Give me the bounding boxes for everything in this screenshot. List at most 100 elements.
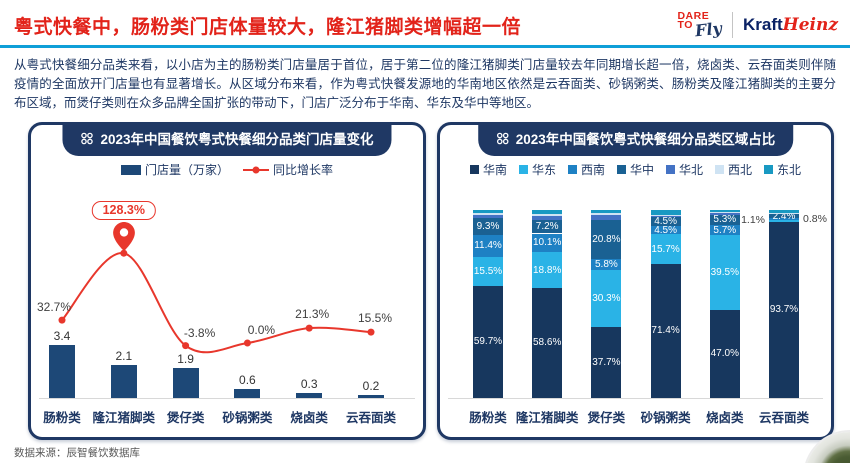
legend-item-region: 华南 xyxy=(469,161,507,178)
region-segment xyxy=(769,210,799,213)
legend-item-bars: 门店量（万家） xyxy=(120,161,229,178)
category-label: 煲仔类 xyxy=(587,411,626,425)
line-swatch xyxy=(243,166,269,173)
legend-label: 西南 xyxy=(580,163,605,177)
region-segment xyxy=(473,213,503,215)
dare-to-text: DARE TO xyxy=(677,9,710,32)
segment-value-label: 15.5% xyxy=(473,265,503,277)
region-segment xyxy=(591,213,622,215)
category-label: 云吞面类 xyxy=(345,411,397,425)
left-chart-plot: 3.4 肠粉类 2.1 隆江猪脚类 1.9 煲仔类 0.6 砂锅粥类 0.3 烧卤类 0.2 云吞面类… xyxy=(31,125,423,437)
region-swatch xyxy=(518,165,528,174)
bar-value-label: 2.1 xyxy=(115,349,133,364)
segment-value-label: 11.4% xyxy=(474,240,502,252)
region-segment xyxy=(650,225,681,235)
legend-label: 华南 xyxy=(482,163,507,177)
segment-value-label: 5.3% xyxy=(713,214,737,226)
line-swatch-dot xyxy=(252,166,260,173)
legend-item-region: 华东 xyxy=(518,161,556,178)
category-label: 隆江猪脚类 xyxy=(92,411,156,425)
region-segment xyxy=(650,217,681,226)
category-label: 肠粉类 xyxy=(469,411,507,425)
growth-point xyxy=(243,339,251,347)
segment-value-label: 71.4% xyxy=(651,325,680,337)
region-segment xyxy=(709,213,740,215)
region-segment xyxy=(709,309,740,398)
legend-item-region: 华北 xyxy=(666,161,703,178)
category-label: 煲仔类 xyxy=(166,411,205,425)
legend-label: 西北 xyxy=(728,163,753,177)
legend-label: 华北 xyxy=(679,163,704,177)
region-segment xyxy=(650,214,681,216)
segment-value-label: 5.8% xyxy=(594,259,618,271)
category-label: 砂锅粥类 xyxy=(222,411,273,425)
region-segment xyxy=(591,327,622,398)
region-segment xyxy=(591,270,622,328)
bar-value-label: 0.3 xyxy=(300,377,318,392)
region-share-chart-panel: 2023年中国餐饮粤式快餐细分品类区域占比 华南 华东 西南 华中 华北 西北 东北 59.… xyxy=(437,122,834,440)
fly-script: Fly xyxy=(694,18,723,40)
region-segment xyxy=(473,217,503,236)
region-segment xyxy=(473,210,503,214)
growth-point xyxy=(367,328,375,336)
brand-logos: DARE TO Fly KraftHeinz xyxy=(677,9,838,40)
region-swatch xyxy=(764,165,774,174)
region-swatch xyxy=(616,165,626,174)
x-axis-baseline xyxy=(448,398,823,399)
kraft-heinz-logo: KraftHeinz xyxy=(743,15,838,35)
growth-value-label: 0.0% xyxy=(247,323,276,337)
bar-swatch xyxy=(120,164,141,175)
category-label: 隆江猪脚类 xyxy=(515,411,579,425)
region-segment xyxy=(532,252,563,288)
dare-to-fly-logo: DARE TO Fly xyxy=(677,9,723,40)
dare-word: DARE xyxy=(677,9,710,22)
region-segment xyxy=(532,216,563,220)
legend-label: 门店量（万家） xyxy=(144,163,229,177)
segment-value-label: 30.3% xyxy=(592,293,621,305)
region-segment xyxy=(473,285,503,398)
segment-value-label: 15.7% xyxy=(651,243,680,255)
segment-value-label: 10.1% xyxy=(533,237,562,249)
region-segment xyxy=(591,214,622,221)
legend-label: 东北 xyxy=(777,163,802,177)
right-chart-plot: 59.7% 15.5% 11.4% 9.3% 肠粉类 58.6% 18.8% 10.1% 7.2… xyxy=(440,125,831,437)
legend-label: 华东 xyxy=(531,163,556,177)
category-label: 烧卤类 xyxy=(706,411,744,425)
segment-value-label: 5.7% xyxy=(713,224,737,236)
data-source: 数据来源：辰智餐饮数据库 xyxy=(14,447,140,459)
segment-value-label-outside: 1.1% xyxy=(741,214,765,227)
grid-dots-icon xyxy=(80,132,93,145)
store-count-bar xyxy=(358,394,384,398)
category-label: 云吞面类 xyxy=(758,411,810,425)
segment-value-label: 9.3% xyxy=(476,220,500,232)
growth-point xyxy=(58,316,66,324)
segment-value-label: 7.2% xyxy=(535,221,559,233)
growth-value-label: 15.5% xyxy=(357,311,393,326)
legend-label: 华中 xyxy=(629,163,654,177)
segment-value-label: 18.8% xyxy=(533,264,562,276)
region-segment xyxy=(769,213,799,219)
grid-dots-icon xyxy=(496,132,509,145)
header: 粤式快餐中，肠粉类门店体量较大，隆江猪脚类增幅超一倍 DARE TO Fly K… xyxy=(14,6,838,44)
legend-item-region: 华中 xyxy=(616,161,654,178)
bar-value-label: 3.4 xyxy=(53,328,71,343)
growth-point xyxy=(305,324,313,332)
legend-item-region: 东北 xyxy=(764,161,801,178)
region-swatch xyxy=(666,165,675,174)
segment-value-label: 4.5% xyxy=(654,216,677,228)
heinz-wordmark: Heinz xyxy=(782,15,838,35)
region-segment xyxy=(650,234,681,264)
store-count-bar xyxy=(234,388,261,398)
growth-line xyxy=(61,252,372,354)
growth-point xyxy=(120,249,128,257)
peak-growth-callout: 128.3% xyxy=(91,201,156,220)
legend-label: 同比增长率 xyxy=(273,163,334,177)
segment-value-label-outside: 0.8% xyxy=(803,212,827,225)
summary-text: 从粤式快餐细分品类来看，以小店为主的肠粉类门店量居于首位，居于第二位的隆江猪脚类… xyxy=(14,58,836,110)
left-chart-title: 2023年中国餐饮粤式快餐细分品类门店量变化 xyxy=(100,132,374,147)
segment-value-label: 4.5% xyxy=(654,224,677,236)
region-segment xyxy=(709,210,740,213)
region-segment xyxy=(473,214,503,218)
left-chart-title-banner: 2023年中国餐饮粤式快餐细分品类门店量变化 xyxy=(62,122,392,156)
